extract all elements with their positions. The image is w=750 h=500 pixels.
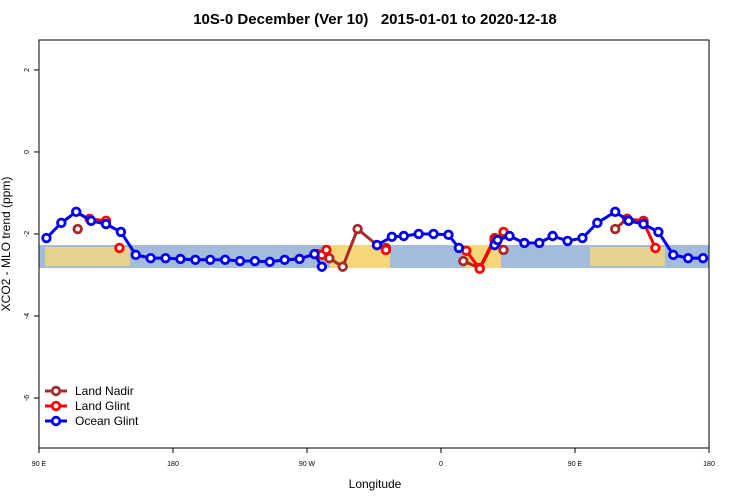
legend-marker: [50, 385, 62, 397]
y-tick-label: -2: [24, 231, 31, 237]
point: [316, 261, 328, 272]
point: [115, 226, 127, 238]
point: [309, 248, 320, 260]
point: [668, 249, 679, 261]
point: [264, 256, 275, 268]
point: [294, 253, 305, 265]
point: [100, 218, 112, 230]
x-axis-label: Longitude: [349, 477, 402, 491]
legend-label: Land Glint: [75, 399, 130, 413]
point: [279, 254, 290, 265]
legend-label: Land Nadir: [75, 384, 134, 398]
point: [577, 232, 588, 244]
point: [638, 218, 649, 230]
x-tick-label: 90 E: [568, 461, 583, 468]
point: [519, 237, 530, 249]
point: [458, 255, 469, 267]
point: [114, 242, 125, 254]
chart-title: 10S-0 December (Ver 10) 2015-01-01 to 20…: [193, 11, 557, 28]
point: [234, 255, 246, 267]
point: [190, 254, 201, 265]
point: [453, 242, 465, 254]
point: [562, 235, 573, 247]
y-axis-label: XCO2 - MLO trend (ppm): [0, 177, 13, 312]
plot-frame: [38, 39, 710, 449]
point: [380, 244, 392, 256]
point: [145, 252, 156, 264]
point: [321, 244, 332, 256]
point: [205, 254, 216, 265]
point: [56, 217, 67, 229]
point: [352, 223, 363, 235]
point: [592, 217, 603, 229]
point: [443, 229, 454, 240]
y-tick-label: -6: [24, 395, 31, 401]
point: [386, 231, 398, 243]
point: [610, 223, 621, 235]
point: [492, 234, 503, 246]
y-tick-label: -4: [24, 313, 31, 319]
point: [504, 230, 515, 242]
x-tick-label: 180: [167, 461, 179, 468]
point: [650, 242, 661, 254]
point: [175, 253, 186, 265]
point: [41, 232, 52, 244]
point: [219, 254, 231, 265]
point: [398, 230, 409, 242]
point: [337, 261, 348, 272]
legend-marker: [50, 415, 62, 427]
legend-marker: [50, 400, 62, 412]
point: [371, 239, 383, 251]
point: [130, 249, 141, 261]
point: [71, 206, 82, 218]
x-tick-label: 90 W: [299, 461, 316, 468]
point: [474, 263, 485, 275]
point: [160, 252, 171, 264]
point: [72, 223, 83, 235]
point: [653, 226, 664, 238]
point: [498, 244, 509, 256]
x-tick-label: 0: [439, 461, 443, 468]
point: [413, 228, 424, 240]
x-tick-label: 180: [703, 461, 715, 468]
point: [428, 228, 439, 240]
point: [682, 252, 694, 264]
legend-label: Ocean Glint: [75, 414, 139, 428]
point: [623, 215, 634, 227]
x-tick-label: 90 E: [32, 461, 47, 468]
point: [534, 237, 545, 249]
point: [610, 206, 621, 218]
point: [697, 252, 709, 264]
point: [85, 215, 97, 227]
point: [547, 230, 558, 242]
y-tick-label: 0: [24, 150, 31, 154]
point: [249, 255, 261, 267]
y-tick-label: 2: [24, 68, 31, 72]
